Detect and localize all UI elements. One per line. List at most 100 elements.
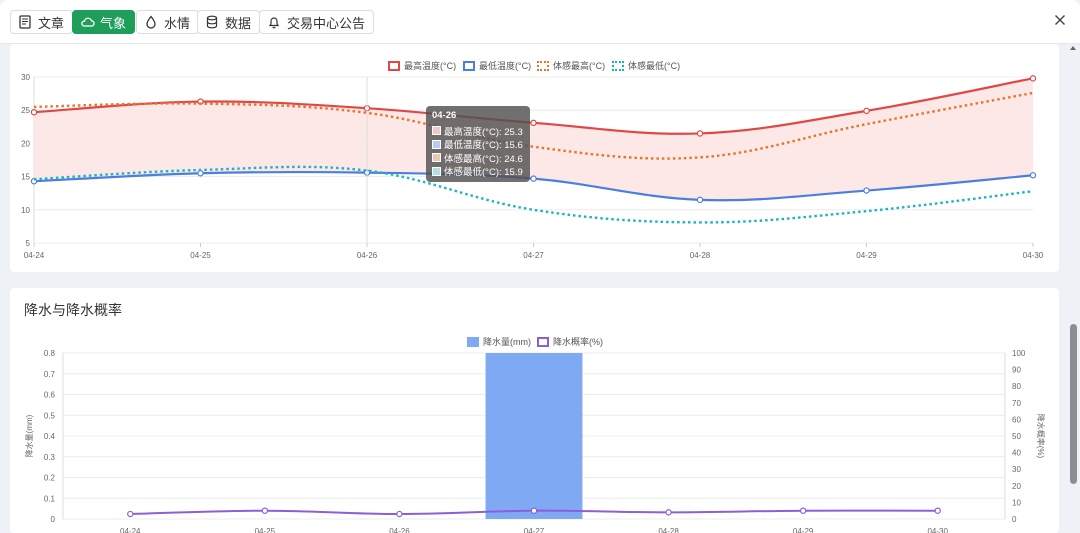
- tab-weather-label: 气象: [100, 15, 127, 31]
- temp-range-area: [34, 78, 1033, 201]
- precipitation-chart-title: 降水与降水概率: [24, 302, 122, 318]
- tooltip-text-feel-max: 体感最高(°C): 24.6: [444, 153, 523, 165]
- x-tick-label: 04-29: [856, 251, 877, 260]
- legend-max-temp[interactable]: 最高温度(°C): [388, 59, 456, 72]
- tab-announcements[interactable]: 交易中心公告: [259, 10, 375, 34]
- y-left-tick-label: 0.4: [44, 432, 56, 441]
- y-left-tick-label: 0.3: [44, 453, 56, 462]
- tab-weather[interactable]: 气象: [72, 10, 136, 34]
- database-icon: [204, 14, 220, 30]
- data-point: [197, 170, 204, 177]
- water-drop-icon: [143, 14, 159, 30]
- tab-water[interactable]: 水情: [136, 10, 200, 34]
- close-button[interactable]: [1050, 12, 1070, 32]
- data-point: [696, 130, 704, 137]
- legend-feel-min-swatch: [612, 60, 624, 71]
- precipitation-chart-card: 降水与降水概率 降水量(mm) 降水概率(%) 0 0.1 0.2 0.3 0.4 0.5…: [10, 288, 1059, 533]
- y-right-tick-label: 70: [1012, 399, 1021, 408]
- y-tick-label: 30: [21, 73, 30, 82]
- y-right-axis-label: 降水概率(%): [1036, 414, 1046, 459]
- y-right-tick-label: 60: [1012, 415, 1021, 424]
- legend-feel-min[interactable]: 体感最低(°C): [612, 59, 680, 72]
- y-left-tick-label: 0.5: [44, 411, 56, 420]
- x-tick-label: 04-28: [690, 251, 711, 260]
- y-right-tick-label: 30: [1012, 465, 1021, 474]
- data-point: [530, 175, 537, 182]
- tooltip-row-feel-min: 体感最低(°C): 15.9: [432, 165, 524, 179]
- scroll-thumb[interactable]: [1070, 324, 1077, 484]
- y-right-tick-label: 80: [1012, 382, 1021, 391]
- tab-data-label: 数据: [225, 15, 252, 31]
- y-left-tick-label: 0.8: [44, 349, 56, 358]
- x-tick-label: 04-30: [1023, 251, 1044, 260]
- scrollbar[interactable]: [1068, 44, 1078, 533]
- y-right-tick-label: 20: [1012, 482, 1021, 491]
- data-point: [863, 187, 870, 194]
- tooltip-swatch-feel-min: [432, 166, 441, 176]
- top-tab-bar: 文章 气象 水情 数据 交易中心公告: [0, 0, 1080, 44]
- x-tick-label: 04-26: [357, 251, 378, 260]
- x-tick-label: 04-25: [190, 251, 211, 260]
- legend-precip-prob-label: 降水概率(%): [553, 337, 603, 347]
- y-tick-label: 25: [21, 106, 30, 115]
- y-right-tick-label: 40: [1012, 449, 1021, 458]
- y-tick-label: 10: [21, 206, 30, 215]
- y-left-tick-label: 0.6: [44, 391, 56, 400]
- cloud-icon: [79, 14, 95, 30]
- tooltip-row-min: 最低温度(°C): 15.6: [432, 138, 524, 152]
- y-right-tick-label: 50: [1012, 432, 1021, 441]
- legend-min-temp-label: 最低温度(°C): [479, 61, 532, 71]
- legend-precip-prob[interactable]: 降水概率(%): [537, 335, 603, 348]
- y-left-tick-label: 0.7: [44, 370, 56, 379]
- precip-prob-point: [665, 509, 672, 516]
- y-right-tick-label: 90: [1012, 366, 1021, 375]
- legend-precip-amount[interactable]: 降水量(mm): [467, 335, 531, 348]
- x-tick-label: 04-30: [927, 527, 948, 533]
- tab-articles-label: 文章: [38, 15, 65, 31]
- x-tick-label: 04-25: [255, 527, 276, 533]
- data-point: [1029, 172, 1037, 179]
- tooltip-text-feel-min: 体感最低(°C): 15.9: [444, 167, 523, 179]
- legend-feel-max-swatch: [537, 60, 549, 71]
- tab-announcements-label: 交易中心公告: [287, 15, 366, 31]
- series-line-3: [33, 165, 1034, 224]
- y-right-tick-label: 10: [1012, 498, 1021, 507]
- x-tick-label: 04-27: [524, 527, 545, 533]
- x-tick-label: 04-29: [793, 527, 814, 533]
- tooltip-swatch-min: [432, 139, 441, 149]
- precip-prob-point: [261, 507, 269, 514]
- precipitation-chart[interactable]: 0 0.1 0.2 0.3 0.4 0.5 0.6 0.7 0.8 0 10 20 30 40 50 60 70…: [10, 288, 1059, 533]
- data-point: [530, 119, 537, 127]
- tooltip-swatch-feel-max: [432, 153, 441, 163]
- precip-prob-point: [127, 510, 134, 518]
- precip-bar: [485, 353, 583, 519]
- tooltip-row-feel-max: 体感最高(°C): 24.6: [432, 151, 524, 165]
- data-point: [696, 196, 704, 204]
- legend-max-temp-swatch: [388, 60, 400, 71]
- data-point: [863, 107, 870, 115]
- legend-feel-max[interactable]: 体感最高(°C): [537, 59, 605, 72]
- tab-data[interactable]: 数据: [197, 10, 261, 34]
- y-tick-label: 5: [26, 239, 31, 248]
- y-left-tick-label: 0.2: [44, 474, 56, 483]
- tooltip-row-max: 最高温度(°C): 25.3: [432, 124, 524, 138]
- precip-prob-point: [799, 507, 807, 514]
- tooltip-title: 04-26: [432, 110, 457, 121]
- y-left-tick-label: 0.1: [44, 494, 56, 503]
- x-tick-label: 04-27: [523, 251, 544, 260]
- precip-prob-point: [396, 510, 403, 518]
- y-left-tick-label: 0: [51, 515, 56, 524]
- x-tick-label: 04-24: [24, 251, 45, 260]
- tab-articles[interactable]: 文章: [10, 10, 74, 34]
- x-tick-label: 04-24: [120, 527, 141, 533]
- temperature-chart[interactable]: 5 10 15 20 25 30 04-24 04-25 04-26 04-27 04-28 04-2…: [10, 44, 1059, 272]
- scroll-up-arrow-icon[interactable]: [1070, 46, 1076, 50]
- tooltip-text-max: 最高温度(°C): 25.3: [444, 126, 523, 138]
- tooltip-text-min: 最低温度(°C): 15.6: [444, 140, 523, 152]
- legend-min-temp[interactable]: 最低温度(°C): [463, 59, 531, 72]
- tab-water-label: 水情: [164, 15, 191, 31]
- tooltip-swatch-max: [432, 126, 441, 136]
- data-point: [1029, 75, 1037, 82]
- x-tick-label: 04-26: [389, 527, 410, 533]
- legend-precip-prob-swatch: [537, 336, 549, 347]
